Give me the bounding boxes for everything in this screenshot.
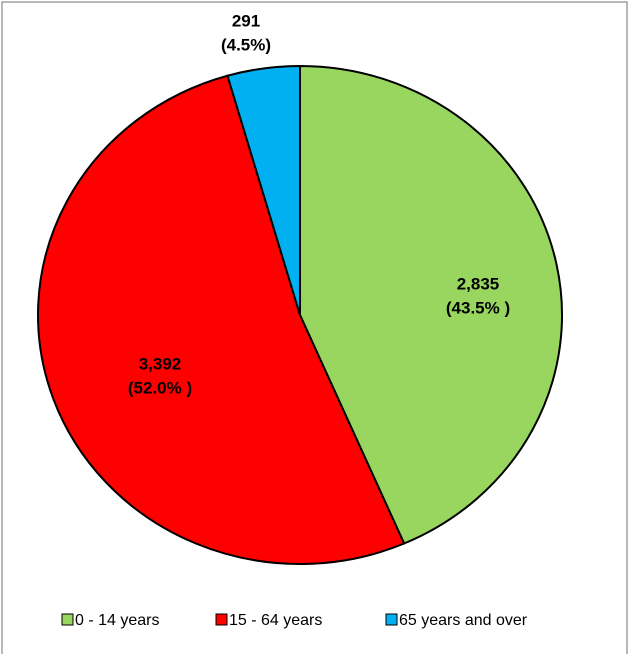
percent-label: (52.0% ) — [128, 378, 192, 397]
percent-label: (43.5% ) — [446, 298, 510, 317]
pie-slice — [226, 64, 301, 316]
legend-label: 15 - 64 years — [229, 612, 322, 629]
value-label: 3,392 — [139, 354, 182, 373]
legend-label: 0 - 14 years — [75, 612, 159, 629]
legend-swatch — [215, 613, 228, 626]
percent-label: (4.5%) — [221, 35, 271, 54]
legend-swatch — [385, 613, 398, 626]
legend-swatch — [61, 613, 74, 626]
value-label: 291 — [232, 11, 260, 30]
legend-label: 65 years and over — [399, 612, 528, 629]
pie-slice — [299, 64, 563, 545]
pie-slice — [37, 74, 406, 566]
value-label: 2,835 — [457, 274, 500, 293]
